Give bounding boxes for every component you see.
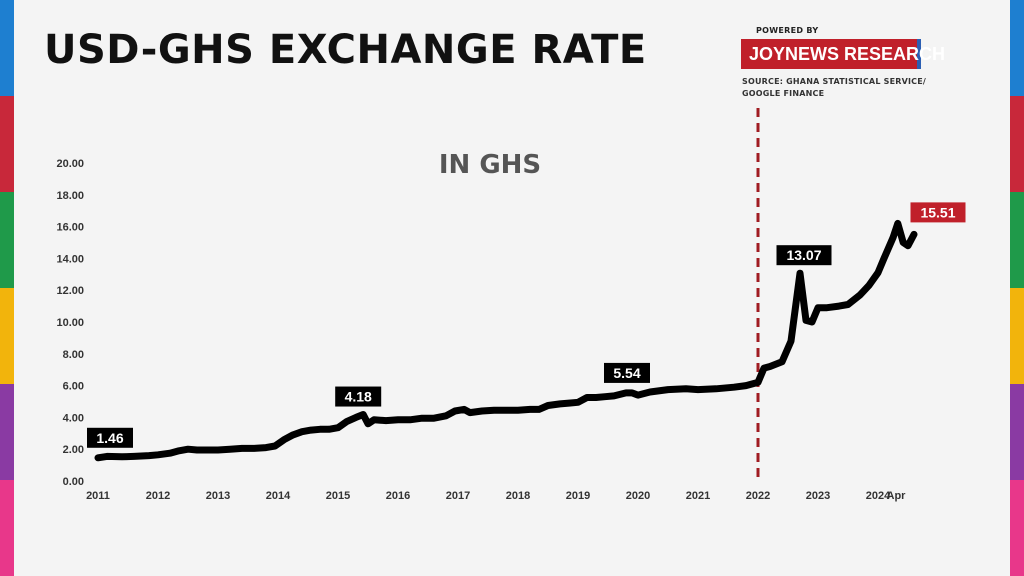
data-label-box (604, 362, 650, 383)
chart-subtitle: IN GHS (439, 150, 541, 180)
source-line-1: SOURCE: GHANA STATISTICAL SERVICE/ (742, 77, 927, 86)
powered-by-label: POWERED BY (756, 26, 819, 35)
x-tick-label: 2020 (626, 490, 650, 502)
brand-logo: JOYNEWS RESEARCH (741, 39, 945, 69)
stripe-right-pink (1010, 480, 1024, 576)
x-tick-label: 2012 (146, 490, 170, 502)
data-label-text: 13.07 (786, 247, 821, 263)
y-tick-label: 2.00 (63, 444, 84, 456)
y-tick-label: 14.00 (56, 253, 84, 265)
x-tick-label: 2019 (566, 490, 590, 502)
series-line (94, 219, 918, 462)
data-label-box (335, 386, 382, 407)
source-line-2: GOOGLE FINANCE (742, 89, 825, 98)
x-tick-label: 2013 (206, 490, 230, 502)
data-label-text: 4.18 (345, 389, 372, 405)
y-tick-label: 16.00 (56, 222, 84, 234)
stripe-left-yellow (0, 288, 14, 384)
stripe-right-purple (1010, 384, 1024, 480)
data-label-text: 1.46 (96, 430, 123, 446)
page-title: USD-GHS EXCHANGE RATE (44, 27, 647, 73)
data-labels: 1.46 4.18 5.54 13.07 15.51 (87, 202, 966, 448)
stripe-left-blue (0, 0, 14, 96)
x-tick-label: 2016 (386, 490, 410, 502)
stripe-right-yellow (1010, 288, 1024, 384)
source-note: SOURCE: GHANA STATISTICAL SERVICE/ GOOGL… (742, 76, 942, 100)
x-tick-label: Apr (887, 490, 907, 502)
y-tick-label: 8.00 (63, 349, 84, 361)
data-label-text: 5.54 (613, 365, 640, 381)
x-tick-label: 2017 (446, 490, 470, 502)
stripe-right-red (1010, 96, 1024, 192)
x-axis-ticks: 2011 2012 2013 2014 2015 2016 2017 2018 2019 2020… (86, 490, 906, 502)
x-tick-label: 2023 (806, 490, 830, 502)
data-label-box (87, 427, 133, 448)
y-tick-label: 20.00 (56, 158, 84, 170)
x-tick-label: 2024 (866, 490, 891, 502)
y-tick-label: 18.00 (56, 190, 84, 202)
y-tick-label: 0.00 (63, 476, 84, 488)
stripe-left-green (0, 192, 14, 288)
y-tick-label: 4.00 (63, 412, 84, 424)
x-tick-label: 2018 (506, 490, 530, 502)
y-tick-label: 10.00 (56, 317, 84, 329)
data-label: 5.54 (604, 362, 650, 383)
x-tick-label: 2021 (686, 490, 710, 502)
data-label: 4.18 (335, 386, 382, 407)
y-tick-label: 6.00 (63, 381, 84, 393)
y-axis-ticks: 0.00 2.00 4.00 6.00 8.00 10.00 12.00 14.00 16.00… (56, 158, 84, 488)
data-label: 13.07 (776, 245, 832, 266)
x-tick-label: 2014 (266, 490, 291, 502)
x-tick-label: 2015 (326, 490, 350, 502)
stripe-right-blue (1010, 0, 1024, 96)
data-label-box (910, 202, 966, 223)
data-label-box (776, 245, 832, 266)
stripe-left-red (0, 96, 14, 192)
stripe-left-purple (0, 384, 14, 480)
data-label: 15.51 (910, 202, 966, 223)
data-label-text: 15.51 (920, 204, 955, 220)
x-tick-label: 2011 (86, 490, 110, 502)
stripe-right-green (1010, 192, 1024, 288)
stripe-left-pink (0, 480, 14, 576)
x-tick-label: 2022 (746, 490, 770, 502)
y-tick-label: 12.00 (56, 285, 84, 297)
data-label: 1.46 (87, 427, 133, 448)
